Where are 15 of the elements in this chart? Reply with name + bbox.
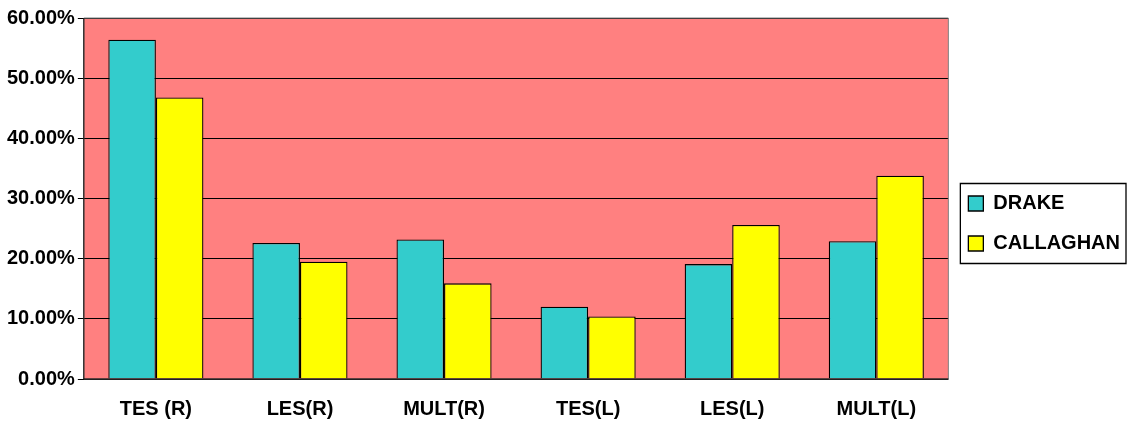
y-tick-label: 50.00% — [6, 65, 76, 88]
x-tick-label: TES(L) — [555, 396, 621, 419]
x-tick-label: MULT(R) — [403, 396, 485, 419]
y-tick-label: 30.00% — [6, 186, 76, 209]
y-tick-label: 60.00% — [6, 5, 76, 28]
y-tick-label: 10.00% — [6, 306, 76, 329]
x-tick-label: LES(R) — [266, 396, 334, 419]
x-tick-label: MULT(L) — [836, 396, 917, 419]
y-tick-label: 20.00% — [6, 246, 76, 269]
x-tick-label: TES (R) — [119, 396, 192, 419]
legend-label: DRAKE — [993, 191, 1065, 214]
y-tick-label: 40.00% — [6, 125, 76, 148]
legend-label: CALLAGHAN — [993, 231, 1121, 254]
x-tick-label: LES(L) — [700, 396, 765, 419]
y-tick-label: 0.00% — [18, 366, 76, 389]
